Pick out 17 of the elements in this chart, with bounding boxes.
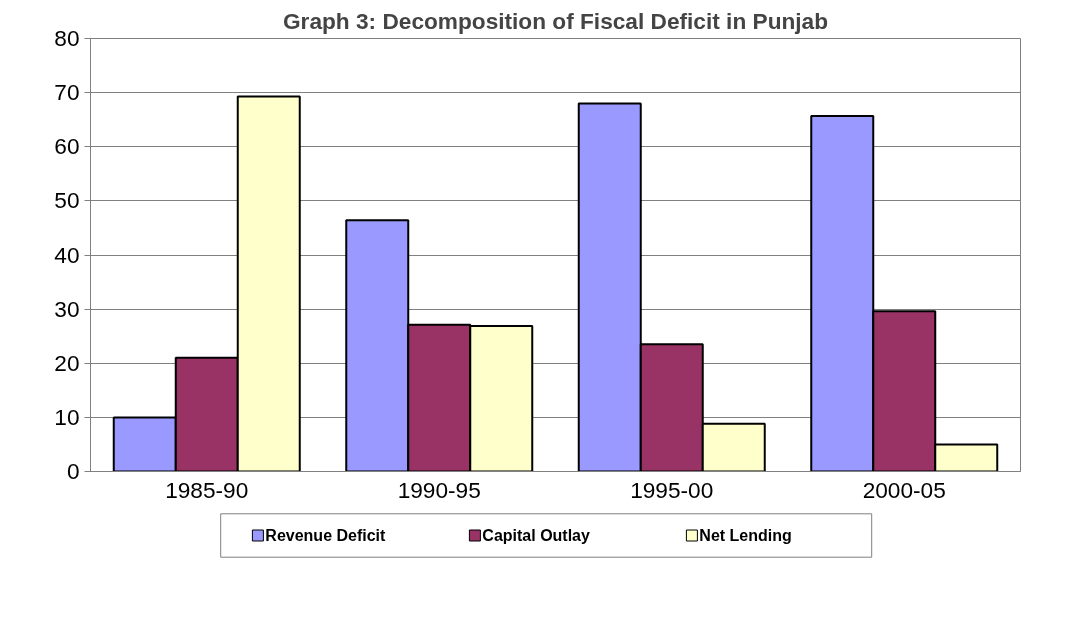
y-tick-label: 30 xyxy=(54,295,80,322)
legend-label: Net Lending xyxy=(699,527,792,544)
y-tick-label: 20 xyxy=(54,349,80,376)
x-tick-label: 1985-90 xyxy=(165,476,249,503)
y-tick-label: 0 xyxy=(66,458,80,484)
y-tick-label: 10 xyxy=(54,403,80,430)
y-tick-label: 50 xyxy=(54,187,80,214)
y-tick-label: 40 xyxy=(54,241,80,268)
legend-label: Revenue Deficit xyxy=(265,527,387,544)
y-tick-label: 70 xyxy=(54,79,80,106)
y-tick-label: 60 xyxy=(54,133,80,160)
x-tick-label: 1995-00 xyxy=(630,476,714,503)
x-tick-label: 1990-95 xyxy=(397,476,481,503)
chart-title: Graph 3: Decomposition of Fiscal Deficit in Punjab xyxy=(282,7,829,34)
legend-label: Capital Outlay xyxy=(482,527,591,544)
y-tick-label: 80 xyxy=(54,25,80,51)
x-tick-label: 2000-05 xyxy=(862,476,946,503)
